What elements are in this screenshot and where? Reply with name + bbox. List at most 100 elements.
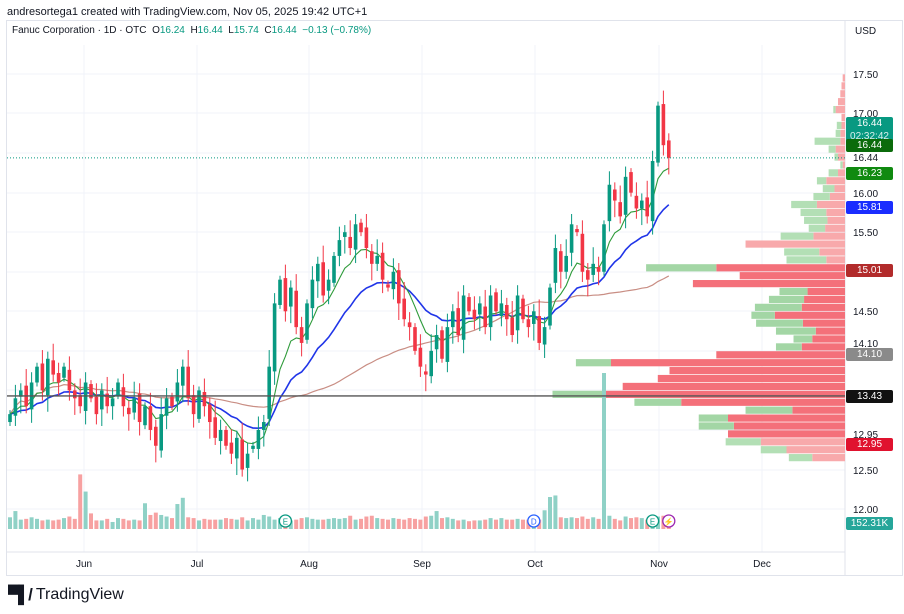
price-axis-label: 14.10 — [846, 348, 893, 361]
profile-down-bar — [835, 105, 845, 114]
candle — [375, 239, 379, 271]
profile-down-bar — [834, 185, 845, 193]
candle — [364, 214, 369, 259]
event-marker-dividend-icon[interactable]: D — [527, 514, 541, 528]
candle — [553, 234, 558, 294]
candle-body — [321, 262, 325, 296]
volume-bar — [337, 518, 342, 529]
volume-bar — [521, 519, 525, 529]
candle — [532, 304, 536, 341]
candle — [613, 182, 617, 218]
profile-up-bar — [791, 200, 817, 209]
volume-bar — [602, 373, 606, 529]
volume-bar — [634, 517, 639, 529]
profile-up-bar — [835, 129, 841, 137]
volume-bar — [618, 520, 623, 529]
volume-bar — [240, 517, 245, 529]
credit-line: andresortega1 created with TradingView.c… — [7, 6, 368, 18]
candle-body — [132, 398, 136, 413]
candle — [310, 266, 315, 319]
candle — [272, 293, 277, 385]
profile-down-bar — [840, 129, 845, 137]
volume-bar — [407, 518, 412, 529]
candle-body — [380, 252, 385, 280]
candle-body — [596, 267, 601, 272]
volume-bar — [45, 519, 50, 529]
candle-body — [148, 406, 153, 430]
price-label-text: 16.44 — [856, 118, 883, 129]
chart-frame — [6, 20, 903, 576]
candle — [245, 443, 250, 482]
volume-bar — [396, 518, 401, 529]
volume-bar — [326, 518, 331, 529]
volume-bar — [461, 519, 466, 529]
volume-bar — [342, 518, 347, 529]
candle — [40, 350, 45, 401]
candle-body — [181, 366, 185, 386]
volume-bar — [159, 514, 164, 529]
volume-bar — [348, 515, 353, 529]
candle-body — [240, 439, 244, 470]
volume-bar — [170, 518, 174, 529]
volume-bar — [607, 515, 612, 529]
candle — [240, 422, 244, 477]
profile-down-bar — [835, 145, 845, 153]
volume-bar — [24, 518, 29, 529]
price-label-text: 14.10 — [856, 349, 883, 360]
time-tick: Jul — [191, 559, 204, 570]
candle — [623, 166, 628, 229]
volume-bar — [504, 519, 509, 529]
profile-up-bar — [751, 311, 775, 319]
event-marker-split-icon[interactable]: ⚡ — [662, 514, 676, 528]
event-marker-earnings-icon[interactable]: E — [645, 514, 660, 528]
candle — [445, 313, 450, 373]
candle-body — [618, 202, 622, 217]
event-marker-circle — [278, 514, 293, 528]
symbol-title: Fanuc Corporation · 1D · OTC — [12, 25, 147, 36]
candle-body — [629, 172, 633, 193]
candle-body — [375, 255, 379, 264]
profile-down-bar — [840, 137, 845, 145]
candle — [348, 220, 352, 256]
profile-down-bar — [774, 311, 845, 319]
event-marker-earnings-icon[interactable]: E — [278, 514, 293, 528]
time-tick: Dec — [753, 559, 771, 570]
price-tick: 12.95 — [853, 430, 878, 441]
volume-bar — [40, 520, 45, 529]
volume-bar — [207, 519, 212, 529]
candle — [278, 275, 282, 309]
volume-bar — [51, 520, 56, 529]
profile-up-bar — [768, 295, 805, 304]
candle — [386, 280, 390, 292]
candle-body — [424, 371, 428, 375]
candle — [13, 384, 18, 426]
candle — [602, 220, 606, 276]
candle-body — [434, 335, 439, 350]
candle-body — [650, 161, 655, 222]
volume-bar — [423, 516, 428, 529]
profile-down-bar — [804, 295, 845, 304]
candle — [656, 101, 660, 167]
volume-bar — [67, 516, 72, 529]
profile-down-bar — [760, 438, 845, 446]
volume-bar — [126, 520, 131, 529]
candle-body — [40, 363, 45, 391]
profile-up-bar — [754, 303, 802, 311]
profile-down-bar — [841, 82, 845, 90]
volume-bar — [623, 516, 628, 529]
volume-bar — [359, 518, 363, 529]
profile-down-bar — [829, 193, 845, 201]
candle-body — [46, 358, 50, 396]
volume-bar — [380, 518, 385, 529]
profile-down-bar — [813, 232, 845, 240]
candle — [8, 410, 12, 426]
currency-label[interactable]: USD — [855, 26, 877, 37]
candle — [467, 293, 471, 316]
candle — [510, 301, 514, 343]
candle — [326, 269, 331, 305]
candle-body — [656, 105, 660, 163]
profile-up-bar — [756, 319, 803, 327]
volume-bar — [99, 520, 104, 529]
candle-body — [94, 396, 99, 415]
